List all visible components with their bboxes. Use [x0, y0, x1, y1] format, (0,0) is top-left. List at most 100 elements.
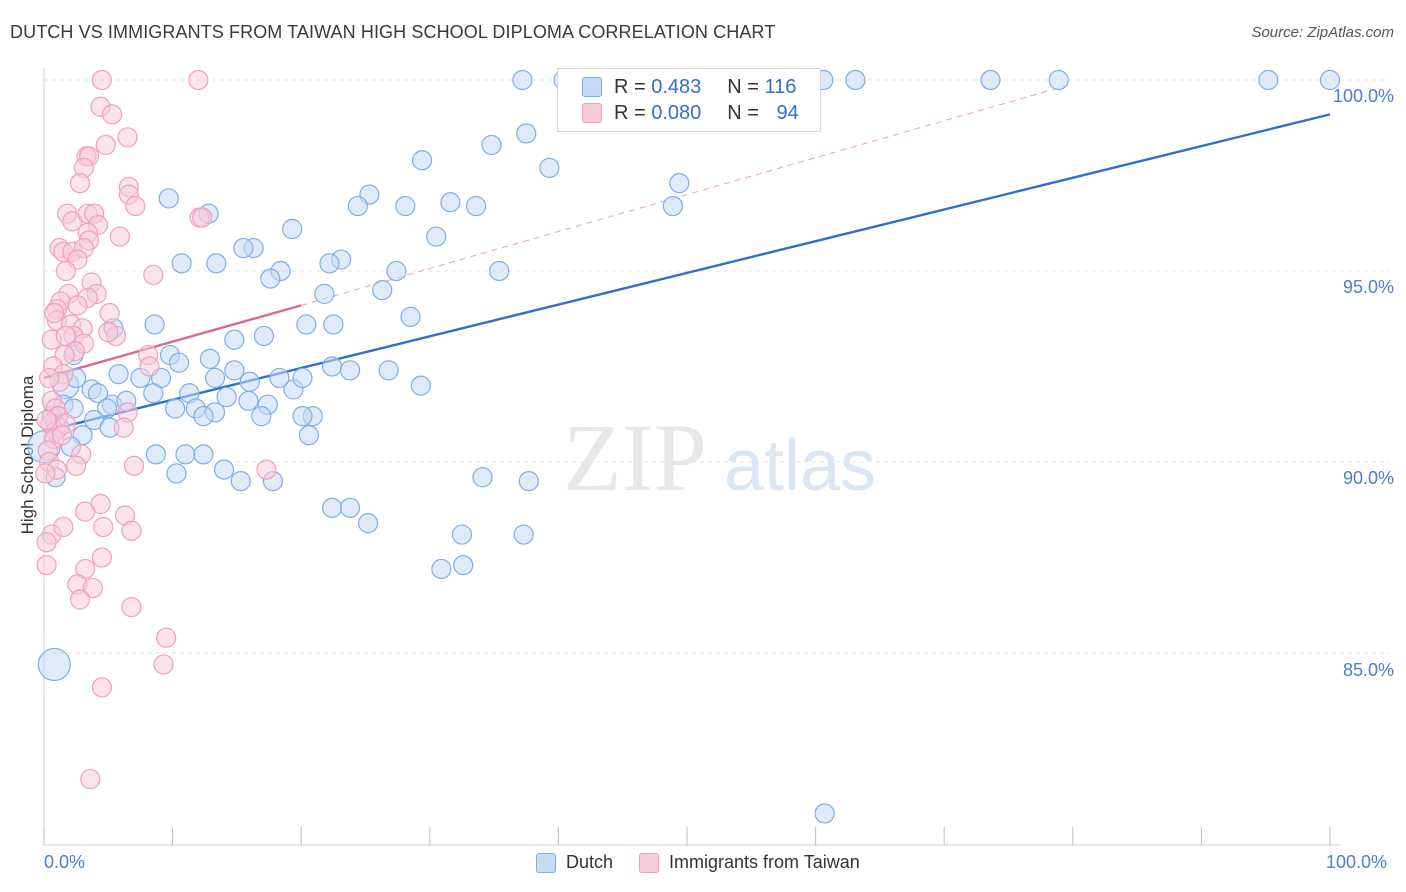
dutch-point [513, 524, 534, 545]
dutch-point [253, 325, 275, 347]
dutch-point [199, 348, 220, 369]
taiwan-point [143, 264, 164, 285]
watermark-zip: ZIP [563, 404, 707, 511]
taiwan-point [121, 597, 142, 618]
dutch-point [339, 497, 361, 518]
dutch-point [539, 157, 560, 178]
stats-legend: R = 0.483 N = 116 R = 0.080 N = 94 [557, 68, 821, 132]
taiwan-point [39, 367, 60, 389]
series-legend: Dutch Immigrants from Taiwan [536, 852, 886, 873]
watermark-atlas: atlas [724, 426, 876, 506]
dutch-point [372, 280, 393, 301]
taiwan-point [113, 417, 134, 438]
taiwan-point [66, 455, 87, 476]
legend-n-label: N = [727, 75, 759, 98]
taiwan-point [139, 356, 160, 377]
dutch-point [206, 253, 227, 274]
taiwan-legend-label: Immigrants from Taiwan [669, 852, 860, 872]
dutch-point [512, 69, 533, 91]
dutch-point [292, 406, 313, 427]
taiwan-point [36, 409, 57, 431]
dutch-point [238, 390, 259, 411]
dutch-point [251, 406, 272, 427]
dutch-point [431, 558, 452, 580]
dutch-point [204, 367, 226, 389]
taiwan-point [192, 207, 213, 228]
dutch-point [465, 195, 487, 217]
taiwan-legend-swatch [639, 852, 660, 873]
gridlines [44, 79, 1390, 654]
legend-r-label: R = [614, 101, 646, 124]
taiwan-point [69, 173, 91, 194]
dutch-point [314, 283, 335, 305]
legend-r-value: 0.080 [651, 101, 702, 124]
dutch-point [453, 555, 474, 576]
taiwan-point [125, 195, 146, 217]
taiwan-point [35, 463, 56, 484]
taiwan-point [55, 260, 76, 282]
dutch-point [282, 218, 303, 240]
taiwan-swatch [582, 103, 602, 123]
dutch-point [143, 383, 164, 404]
dutch-point [292, 367, 313, 389]
dutch-point [260, 268, 281, 289]
dutch-point [440, 192, 461, 213]
dutch-point [213, 459, 235, 480]
taiwan-point [188, 69, 209, 91]
dutch-point [233, 237, 254, 259]
dutch-point [296, 314, 317, 335]
taiwan-point [256, 459, 277, 480]
dutch-point [339, 360, 361, 381]
taiwan-point [82, 577, 103, 599]
dutch-point [158, 188, 179, 209]
dutch-point [87, 383, 109, 404]
legend-n-label: N = [727, 101, 759, 124]
dutch-point [662, 195, 683, 217]
legend-row-dutch: R = 0.483 N = 116 [582, 75, 796, 99]
taiwan-point [123, 455, 145, 476]
dutch-point [108, 364, 129, 385]
dutch-point [224, 329, 245, 350]
taiwan-point [99, 302, 120, 324]
legend-row-taiwan: R = 0.080 N = 94 [582, 101, 799, 125]
taiwan-point [44, 302, 65, 324]
dutch-point [193, 406, 214, 427]
legend-item-dutch: Dutch [536, 852, 613, 873]
dutch-point [1048, 69, 1069, 91]
dutch-point [669, 173, 690, 194]
taiwan-point [53, 516, 74, 538]
dutch-point [321, 356, 343, 377]
dutch-point [410, 375, 431, 396]
y-tick-100: 100.0% [1332, 86, 1394, 106]
taiwan-point [75, 501, 96, 522]
taiwan-point [98, 322, 119, 343]
taiwan-point [153, 654, 174, 675]
dutch-point [166, 463, 187, 484]
dutch-point [298, 425, 320, 446]
taiwan-point [67, 295, 88, 316]
dutch-legend-swatch [536, 852, 556, 873]
dutch-point [395, 195, 416, 217]
legend-n-value: 116 [764, 75, 797, 98]
dutch-point [239, 371, 260, 392]
taiwan-point [102, 104, 123, 125]
dutch-point [400, 306, 421, 327]
dutch-point [518, 471, 539, 492]
dutch-point [193, 444, 214, 465]
dutch-point [814, 803, 835, 824]
dutch-point [224, 360, 245, 381]
taiwan-point [36, 555, 57, 576]
dutch-point [411, 150, 433, 171]
dutch-point [481, 134, 502, 156]
dutch-point [37, 647, 71, 682]
taiwan-point [109, 226, 130, 247]
taiwan-point [95, 134, 116, 156]
dutch-point [1319, 69, 1341, 91]
dutch-point [1258, 69, 1279, 91]
y-tick-95: 95.0% [1342, 277, 1394, 297]
dutch-point [845, 69, 866, 91]
x-tick-min: 0.0% [44, 852, 86, 872]
dutch-point [386, 260, 407, 282]
x-tick-max: 100.0% [1326, 852, 1388, 872]
